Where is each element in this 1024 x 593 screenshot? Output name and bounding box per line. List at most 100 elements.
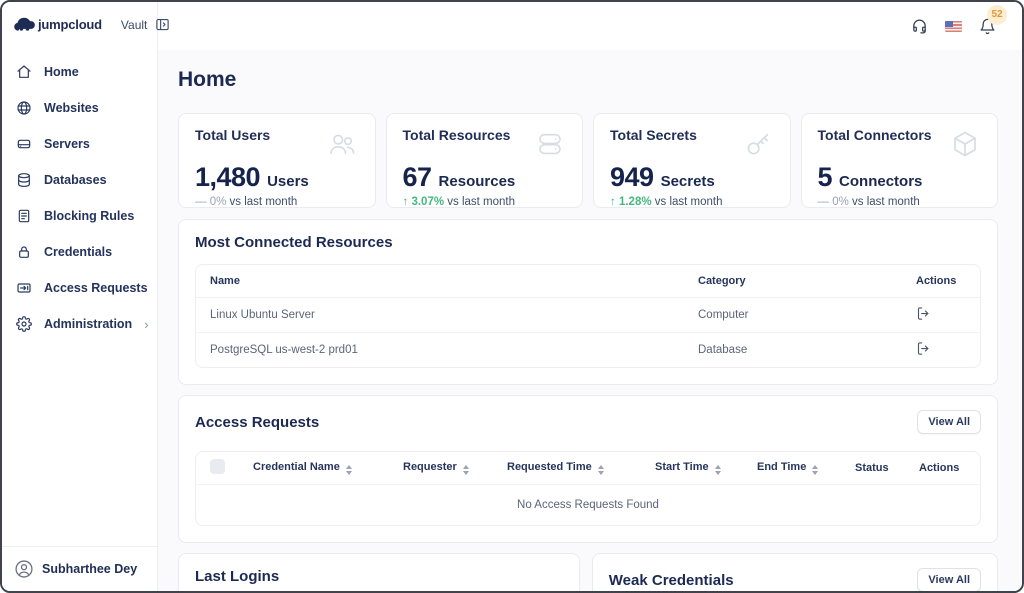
jumpcloud-cloud-icon — [14, 17, 35, 31]
stat-card-total-users: Total Users 1,480 Users — 0% vs last mon… — [178, 113, 376, 208]
access-requests-icon — [17, 283, 31, 293]
stat-delta: — 0% vs last month — [195, 196, 298, 208]
column-header-actions: Actions — [919, 462, 960, 474]
last-logins-panel: Last Logins — [178, 553, 580, 591]
weak-credentials-panel: Weak Credentials View All — [591, 553, 998, 591]
notifications-button[interactable]: 52 — [979, 4, 1007, 35]
most-connected-resources-panel: Most Connected Resources Name Category A… — [178, 219, 998, 385]
resources-stack-icon — [539, 133, 561, 155]
stat-unit: Resources — [438, 173, 516, 190]
access-requests-table: Credential Name Requester Requested Time… — [195, 451, 981, 526]
sidebar-item-label: Websites — [44, 101, 99, 115]
headset-icon — [913, 19, 926, 34]
page-content: Home Total Users 1,480 Users — 0% vs — [158, 50, 1022, 591]
stat-unit: Users — [267, 173, 309, 190]
sidebar-collapse-icon[interactable] — [155, 17, 170, 32]
lock-icon — [19, 246, 29, 258]
column-header-start-time[interactable]: Start Time — [641, 452, 743, 485]
sort-icon — [597, 465, 604, 475]
resource-name: PostgreSQL us-west-2 prd01 — [196, 332, 684, 367]
gear-icon — [16, 316, 32, 332]
bottom-panels: Last Logins Weak Credentials View All — [178, 553, 998, 591]
user-profile[interactable]: Subharthee Dey — [2, 546, 157, 591]
access-requests-view-all-button[interactable]: View All — [917, 410, 981, 434]
brand-logo: jumpcloud Vault — [2, 2, 170, 44]
sidebar-item-credentials[interactable]: Credentials — [2, 234, 157, 270]
select-all-checkbox[interactable] — [210, 459, 225, 474]
sidebar-item-label: Credentials — [44, 245, 113, 259]
sidebar-item-databases[interactable]: Databases — [2, 162, 157, 198]
sort-icon — [714, 465, 721, 475]
sidebar-item-home[interactable]: Home — [2, 54, 157, 90]
sidebar-item-label: Blocking Rules — [44, 209, 135, 223]
resource-category: Computer — [684, 297, 902, 333]
stat-card-total-resources: Total Resources 67 Resources ↑ 3.07% vs … — [385, 113, 583, 208]
section-title: Most Connected Resources — [195, 234, 393, 251]
sidebar-item-websites[interactable]: Websites — [2, 90, 157, 126]
notification-count-badge: 52 — [987, 4, 1007, 25]
sort-icon — [345, 465, 352, 475]
page-title: Home — [178, 68, 237, 91]
sidebar-item-label: Access Requests — [44, 281, 148, 295]
column-header-credential-name[interactable]: Credential Name — [239, 452, 389, 485]
sort-icon — [812, 465, 819, 475]
resource-name: Linux Ubuntu Server — [196, 297, 684, 333]
table-row: PostgreSQL us-west-2 prd01 Database — [196, 332, 980, 367]
database-icon — [18, 173, 30, 187]
language-flag-button[interactable] — [945, 20, 962, 32]
sidebar-item-administration[interactable]: Administration › — [2, 306, 157, 342]
stat-unit: Connectors — [839, 173, 923, 190]
connect-action-icon[interactable] — [916, 306, 931, 321]
sidebar-item-label: Servers — [44, 137, 90, 151]
stat-title: Total Resources — [402, 127, 511, 143]
sidebar-nav: Home Websites Servers Databases Blocking… — [2, 44, 157, 342]
brand-name: jumpcloud — [38, 17, 102, 32]
empty-state-row: No Access Requests Found — [196, 484, 980, 525]
sidebar-item-label: Administration — [44, 317, 133, 331]
stat-delta: ↑ 3.07% vs last month — [402, 196, 516, 208]
user-avatar-icon — [15, 560, 33, 578]
users-icon — [329, 134, 354, 155]
stat-title: Total Secrets — [610, 127, 697, 143]
column-header-requested-time[interactable]: Requested Time — [493, 452, 641, 485]
chevron-right-icon: › — [144, 316, 149, 332]
support-headset-button[interactable] — [911, 18, 928, 35]
stats-row: Total Users 1,480 Users — 0% vs last mon… — [178, 113, 998, 208]
column-header-end-time[interactable]: End Time — [743, 452, 841, 485]
column-header-name: Name — [210, 275, 240, 287]
cube-icon — [954, 131, 976, 157]
stat-delta: — 0% vs last month — [817, 196, 920, 208]
stat-value: 1,480 — [195, 162, 261, 192]
column-header-requester[interactable]: Requester — [389, 452, 493, 485]
section-title: Weak Credentials — [608, 571, 734, 589]
user-name: Subharthee Dey — [42, 562, 138, 576]
main-area: 52 Home Total Users 1,480 Users — — [158, 2, 1022, 591]
stat-value: 949 — [610, 162, 654, 192]
connect-action-icon[interactable] — [916, 341, 931, 356]
sidebar-item-servers[interactable]: Servers — [2, 126, 157, 162]
empty-state-message: No Access Requests Found — [196, 484, 980, 525]
sidebar: jumpcloud Vault Home Websites Servers — [2, 2, 170, 591]
sidebar-item-label: Databases — [44, 173, 107, 187]
sort-icon — [462, 465, 469, 475]
most-connected-table: Name Category Actions Linux Ubuntu Serve… — [195, 264, 981, 368]
table-row: Linux Ubuntu Server Computer — [196, 297, 980, 333]
section-title: Last Logins — [195, 568, 280, 585]
brand-product: Vault — [120, 17, 148, 32]
stat-title: Total Users — [195, 127, 271, 143]
column-header-actions: Actions — [916, 275, 957, 287]
home-icon — [17, 65, 31, 78]
stat-unit: Secrets — [660, 173, 715, 190]
globe-icon — [17, 101, 31, 115]
column-header-status: Status — [855, 462, 889, 474]
weak-credentials-view-all-button[interactable]: View All — [917, 568, 981, 591]
topbar: 52 — [158, 2, 1022, 50]
access-requests-panel: Access Requests View All Credential Name… — [178, 395, 998, 543]
stat-value: 5 — [817, 162, 833, 192]
sidebar-item-blocking-rules[interactable]: Blocking Rules — [2, 198, 157, 234]
stat-card-total-secrets: Total Secrets 949 Secrets ↑ 1.28% vs las… — [593, 113, 791, 208]
sidebar-item-access-requests[interactable]: Access Requests — [2, 270, 157, 306]
column-header-category: Category — [698, 275, 746, 287]
stat-card-total-connectors: Total Connectors 5 Connectors — 0% vs la… — [800, 113, 998, 208]
